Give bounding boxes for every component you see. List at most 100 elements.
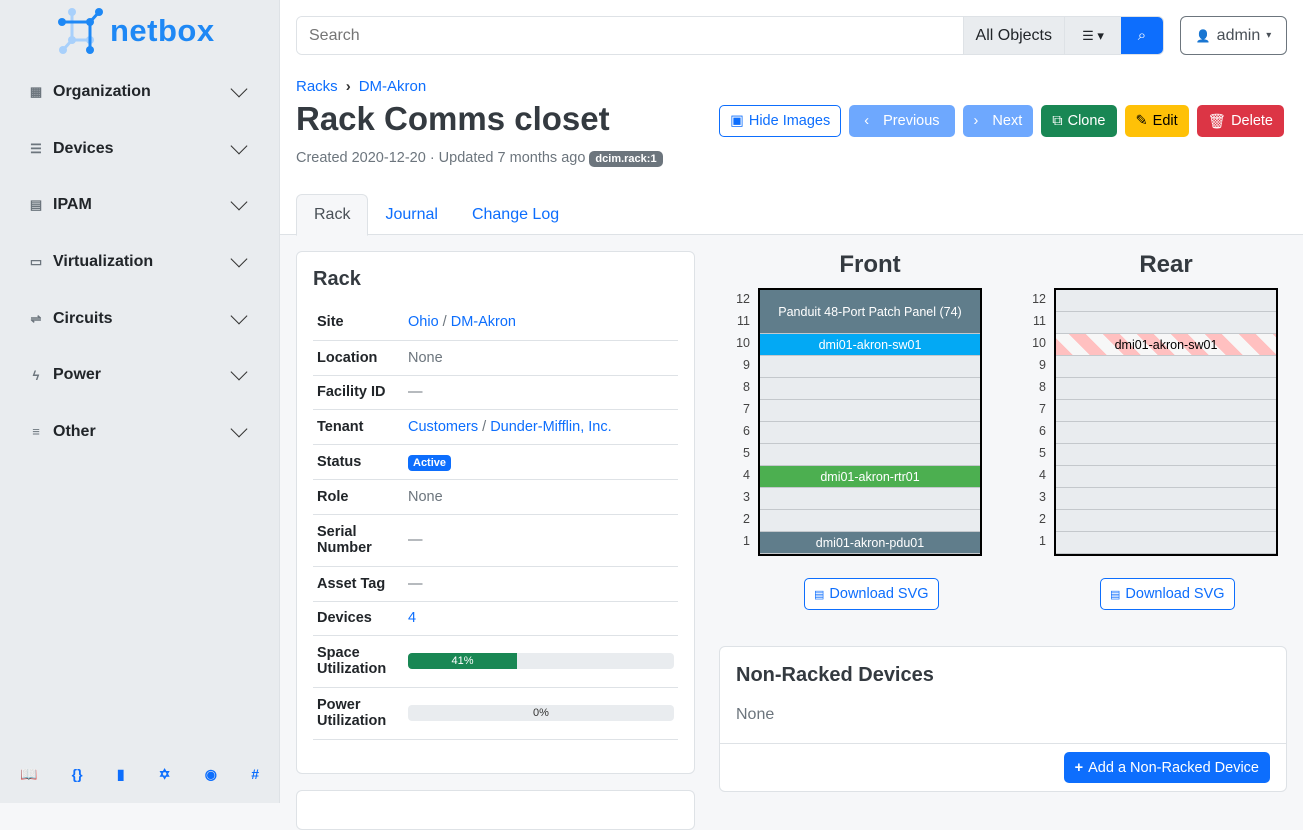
- value-link[interactable]: Dunder-Mifflin, Inc.: [490, 418, 612, 435]
- rack-device[interactable]: dmi01-akron-rtr01: [760, 466, 980, 488]
- empty-rack-unit[interactable]: [1056, 312, 1276, 334]
- empty-rack-unit[interactable]: [1056, 510, 1276, 532]
- empty-rack-unit[interactable]: [1056, 356, 1276, 378]
- chevron-left-icon: ‹: [864, 113, 870, 129]
- sidebar-item-virtualization[interactable]: ▭ Virtualization: [0, 234, 279, 291]
- search-input[interactable]: [297, 17, 963, 54]
- unit-number: 3: [743, 490, 750, 504]
- attribute-label: Tenant: [313, 409, 404, 445]
- rack-device[interactable]: dmi01-akron-sw01: [1056, 334, 1276, 356]
- chevron-right-icon: ›: [345, 78, 351, 95]
- chevron-right-icon: ›: [973, 113, 979, 129]
- empty-rack-unit[interactable]: [1056, 400, 1276, 422]
- chevron-down-icon: [230, 137, 248, 155]
- next-label: Next: [992, 113, 1023, 129]
- value-link[interactable]: Ohio: [408, 314, 439, 331]
- empty-rack-unit[interactable]: [1056, 532, 1276, 554]
- value-text: None: [408, 349, 443, 366]
- page-header: All Objects ☰ ▾ ⌕ 👤 admin ▾ Racks › DM-Akron…: [280, 0, 1303, 236]
- file-icon: ▤: [814, 588, 825, 601]
- tab-journal[interactable]: Journal: [385, 206, 438, 223]
- sidebar-item-ipam[interactable]: ▤ IPAM: [0, 177, 279, 234]
- rack-device[interactable]: Panduit 48-Port Patch Panel (74): [760, 290, 980, 334]
- caret-down-icon: ▾: [1266, 30, 1272, 41]
- search-button[interactable]: ⌕: [1121, 17, 1163, 54]
- netbox-logo[interactable]: netbox: [58, 8, 215, 54]
- sidebar-item-devices[interactable]: ☰ Devices: [0, 121, 279, 178]
- search-scope-select[interactable]: All Objects: [962, 17, 1064, 54]
- device-name: dmi01-akron-rtr01: [820, 469, 920, 484]
- trash-icon: 🗑: [1207, 113, 1227, 130]
- non-racked-devices-card: Non-Racked Devices None + Add a Non-Racke…: [719, 646, 1287, 792]
- sidebar-item-power[interactable]: ϟ Power: [0, 347, 279, 404]
- empty-rack-unit[interactable]: [1056, 290, 1276, 312]
- empty-rack-unit[interactable]: [760, 488, 980, 510]
- sidebar-item-label: Circuits: [53, 309, 113, 327]
- tab-rack[interactable]: Rack: [296, 194, 369, 236]
- next-button[interactable]: › Next: [962, 105, 1034, 137]
- breadcrumb-racks[interactable]: Racks: [296, 78, 338, 95]
- empty-rack-unit[interactable]: [760, 444, 980, 466]
- empty-rack-unit[interactable]: [760, 510, 980, 532]
- download-rear-label: Download SVG: [1125, 586, 1225, 602]
- value-text: —: [408, 384, 423, 400]
- monitor-icon: ▭: [29, 254, 43, 270]
- empty-rack-unit[interactable]: [1056, 422, 1276, 444]
- building-icon: ▦: [29, 84, 43, 100]
- unit-number: 2: [743, 512, 750, 526]
- sidebar-item-organization[interactable]: ▦ Organization: [0, 64, 279, 121]
- server-icon: ☰: [30, 140, 42, 156]
- api-icon[interactable]: {}: [71, 766, 83, 782]
- github-icon[interactable]: ◉: [204, 766, 217, 782]
- previous-button[interactable]: ‹ Previous: [849, 105, 955, 137]
- unit-number: 6: [743, 424, 750, 438]
- value-link[interactable]: Customers: [408, 418, 479, 435]
- page-title: Rack Comms closet: [296, 100, 610, 137]
- username: admin: [1216, 26, 1261, 44]
- empty-rack-unit[interactable]: [760, 378, 980, 400]
- empty-rack-unit[interactable]: [1056, 444, 1276, 466]
- graphql-icon[interactable]: ✡: [158, 766, 171, 782]
- edit-label: Edit: [1152, 113, 1178, 129]
- empty-rack-unit[interactable]: [1056, 378, 1276, 400]
- empty-rack-unit[interactable]: [760, 422, 980, 444]
- clone-button[interactable]: ⧉ Clone: [1041, 105, 1117, 137]
- search-icon: ⌕: [1137, 27, 1147, 44]
- sidebar-item-other[interactable]: ≡ Other: [0, 404, 279, 461]
- filter-dropdown-button[interactable]: ☰ ▾: [1064, 17, 1121, 54]
- delete-label: Delete: [1231, 113, 1273, 129]
- unit-number: 7: [1039, 402, 1046, 416]
- breadcrumb-site[interactable]: DM-Akron: [358, 78, 427, 95]
- empty-rack-unit[interactable]: [1056, 488, 1276, 510]
- value-link[interactable]: DM-Akron: [450, 314, 516, 331]
- chevron-down-icon: [230, 80, 248, 98]
- devices-count-link[interactable]: 4: [408, 610, 417, 626]
- sidebar-item-circuits[interactable]: ⇌ Circuits: [0, 290, 279, 347]
- brand-name: netbox: [110, 13, 215, 48]
- attribute-label: Site: [313, 305, 404, 341]
- edit-button[interactable]: ✎ Edit: [1124, 105, 1189, 137]
- attribute-row: Serial Number —: [313, 514, 678, 567]
- rack-device[interactable]: dmi01-akron-sw01: [760, 334, 980, 356]
- download-front-svg-button[interactable]: ▤ Download SVG: [804, 578, 939, 610]
- file-image-icon: ▣: [730, 113, 744, 129]
- empty-rack-unit[interactable]: [760, 400, 980, 422]
- value-text: None: [408, 488, 443, 505]
- add-non-racked-device-button[interactable]: + Add a Non-Racked Device: [1063, 752, 1270, 783]
- delete-button[interactable]: 🗑 Delete: [1196, 105, 1284, 137]
- rack-device[interactable]: dmi01-akron-pdu01: [760, 532, 980, 554]
- attribute-row: Space Utilization 41%: [313, 635, 678, 688]
- unit-number: 5: [743, 446, 750, 460]
- hide-images-button[interactable]: ▣ Hide Images: [719, 105, 842, 137]
- book-icon[interactable]: 📖: [20, 766, 38, 782]
- user-menu-button[interactable]: 👤 admin ▾: [1180, 16, 1287, 55]
- search-scope-label: All Objects: [975, 26, 1052, 44]
- empty-rack-unit[interactable]: [1056, 466, 1276, 488]
- empty-rack-unit[interactable]: [760, 356, 980, 378]
- unit-number: 3: [1039, 490, 1046, 504]
- tab-changelog[interactable]: Change Log: [471, 206, 560, 223]
- docs-icon[interactable]: ▮: [116, 766, 125, 782]
- download-rear-svg-button[interactable]: ▤ Download SVG: [1100, 578, 1235, 610]
- slack-icon[interactable]: #: [251, 766, 259, 782]
- non-racked-value: None: [736, 706, 775, 723]
